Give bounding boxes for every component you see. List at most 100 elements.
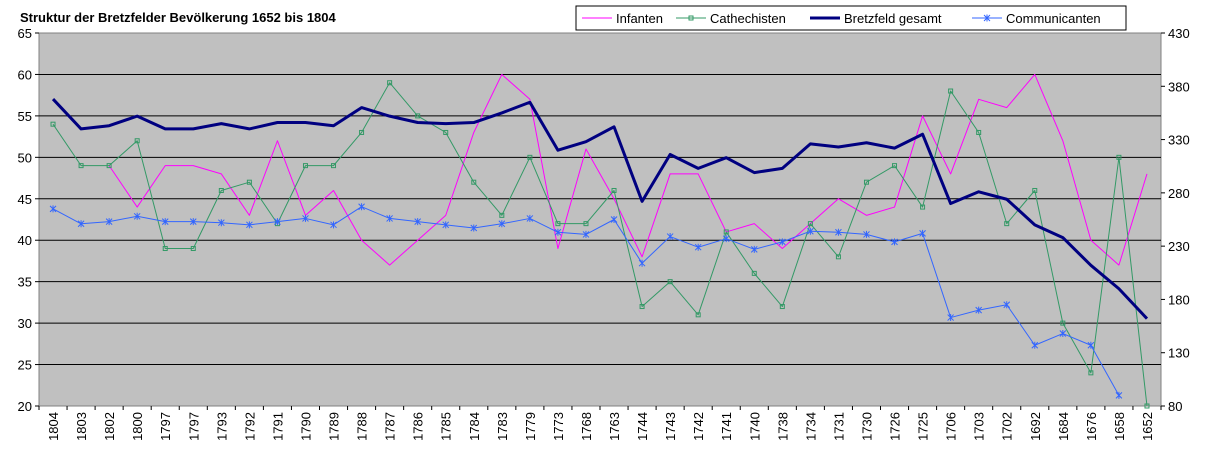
data-point (975, 306, 983, 314)
data-point (667, 279, 673, 285)
x-tick-label: 1676 (1084, 412, 1099, 441)
data-point (722, 235, 730, 243)
data-point (695, 312, 701, 318)
data-point (105, 218, 113, 226)
x-tick-label: 1803 (74, 412, 89, 441)
data-point (1059, 330, 1067, 338)
y-right-tick-label: 80 (1168, 399, 1182, 414)
data-point (638, 259, 646, 267)
data-point (359, 129, 365, 135)
data-point (246, 221, 253, 229)
y-left-tick-label: 60 (18, 67, 32, 82)
data-point (583, 221, 589, 227)
x-tick-label: 1797 (158, 412, 173, 441)
y-right-tick-label: 280 (1168, 186, 1190, 201)
x-tick-label: 1743 (663, 412, 678, 441)
data-point (134, 138, 140, 144)
x-tick-label: 1702 (1000, 412, 1015, 441)
data-point (835, 254, 841, 260)
plot-area (38, 32, 1162, 407)
data-point (49, 205, 57, 213)
data-point (611, 187, 617, 193)
data-point (976, 129, 982, 135)
x-tick-label: 1786 (411, 412, 426, 441)
series-line (52, 82, 1148, 407)
y-right-tick-label: 130 (1168, 346, 1190, 361)
y-axis-left: 20 25 30 35 40 45 50 55 60 65 (18, 26, 39, 414)
x-tick-label: 1785 (439, 412, 454, 441)
data-point (554, 228, 562, 236)
data-point (863, 179, 869, 185)
data-point (1004, 221, 1010, 227)
x-tick-label: 1740 (747, 412, 762, 441)
data-point (50, 121, 56, 127)
x-tick-label: 1784 (467, 412, 482, 441)
data-point (723, 229, 729, 235)
x-tick-label: 1725 (916, 412, 931, 441)
x-tick-label: 1797 (186, 412, 201, 441)
legend: Infanten Cathechisten Bretzfeld gesamt Comm… (575, 5, 1127, 31)
legend-marker (688, 15, 694, 21)
data-point (1087, 341, 1095, 349)
y-right-tick-label: 180 (1168, 292, 1190, 307)
data-point (1060, 320, 1066, 326)
data-point (386, 214, 393, 222)
data-point (330, 221, 337, 229)
legend-entry: Bretzfeld gesamt (810, 11, 942, 26)
data-point (807, 221, 813, 227)
x-tick-label: 1790 (298, 412, 313, 441)
y-left-tick-label: 50 (18, 150, 32, 165)
data-point (246, 179, 252, 185)
x-tick-label: 1734 (803, 412, 818, 441)
x-axis: 1804 1803 1802 1800 1797 1797 1793 1792 1791 1790… (38, 406, 1162, 441)
data-point (274, 218, 281, 226)
data-point (835, 228, 842, 236)
y-left-tick-label: 35 (18, 275, 32, 290)
x-tick-label: 1684 (1056, 412, 1071, 441)
x-tick-label: 1726 (888, 412, 903, 441)
y-left-tick-label: 55 (18, 109, 32, 124)
x-tick-label: 1706 (944, 412, 959, 441)
data-point (1144, 403, 1150, 409)
legend-entry: Cathechisten (676, 11, 786, 26)
data-point (778, 238, 786, 246)
data-point (77, 220, 85, 228)
legend-label: Communicanten (1006, 11, 1101, 26)
x-tick-label: 1779 (523, 412, 538, 441)
data-point (1032, 187, 1038, 193)
data-point (555, 221, 561, 227)
legend-entry: Communicanten (972, 11, 1101, 26)
legend-box (575, 5, 1127, 31)
series-communicanten (49, 203, 1123, 399)
x-tick-label: 1789 (327, 412, 342, 441)
data-point (302, 163, 308, 169)
data-point (751, 270, 757, 276)
chart-title: Struktur der Bretzfelder Bevölkerung 165… (20, 10, 337, 25)
legend-marker (983, 14, 991, 22)
data-point (161, 218, 169, 226)
data-point (162, 246, 168, 252)
x-tick-label: 1768 (579, 412, 594, 441)
x-tick-label: 1652 (1140, 412, 1155, 441)
data-point (499, 212, 505, 218)
data-point (666, 233, 674, 241)
x-tick-label: 1787 (383, 412, 398, 441)
data-point (302, 214, 309, 222)
data-point (779, 304, 785, 310)
data-point (947, 314, 954, 322)
data-point (358, 203, 365, 211)
data-point (526, 214, 534, 222)
y-right-tick-label: 330 (1168, 133, 1190, 148)
data-point (106, 163, 112, 169)
data-point (470, 224, 478, 232)
x-tick-label: 1738 (775, 412, 790, 441)
x-tick-label: 1731 (831, 412, 846, 441)
data-point (807, 227, 814, 235)
x-tick-label: 1793 (214, 412, 229, 441)
x-tick-label: 1804 (46, 412, 61, 441)
series-layer (49, 73, 1150, 409)
data-point (527, 154, 533, 160)
data-point (750, 245, 758, 253)
data-point (919, 229, 926, 237)
